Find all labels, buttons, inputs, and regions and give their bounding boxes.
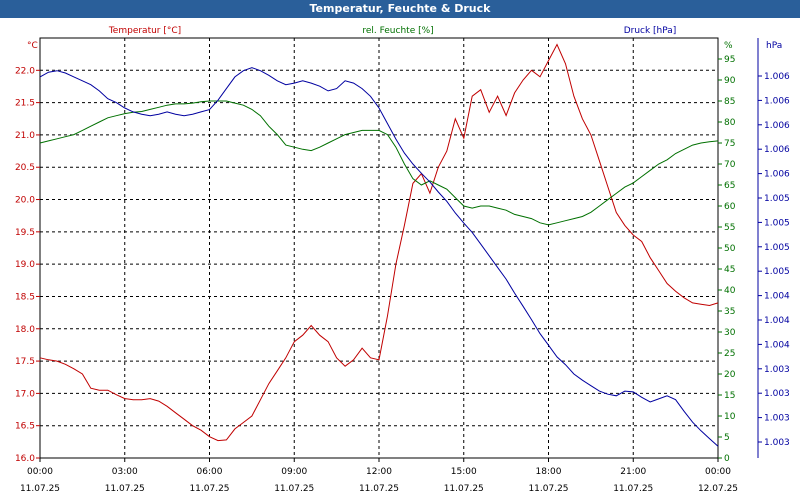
pressure-line [39,67,719,447]
pressure-axis-tick-label: 1.006 [764,72,790,82]
humidity-axis-tick-label: 40 [724,286,736,296]
humidity-line [39,100,719,226]
pressure-axis-tick-label: 1.004 [764,316,790,326]
left-axis-tick-label: 19.5 [15,228,35,238]
humidity-axis-tick-label: 25 [724,349,735,359]
pressure-axis-tick-label: 1.004 [764,292,790,302]
left-axis-tick-label: 18.0 [15,325,35,335]
humidity-axis-tick-label: 55 [724,223,735,233]
left-axis-tick-label: 17.5 [15,357,35,367]
x-axis-date-label: 11.07.25 [20,484,60,494]
left-axis-tick-label: 19.0 [15,260,35,270]
humidity-axis-tick-label: 50 [724,244,736,254]
x-axis-date-label: 11.07.25 [613,484,653,494]
x-axis-date-label: 11.07.25 [189,484,229,494]
humidity-axis-tick-label: 60 [724,202,736,212]
humidity-axis-tick-label: 95 [724,55,735,65]
left-axis-tick-label: 21.0 [15,131,35,141]
left-axis-tick-label: 22.0 [15,66,35,76]
window-title: Temperatur, Feuchte & Druck [0,0,800,18]
humidity-axis-tick-label: 80 [724,118,736,128]
left-axis-tick-label: 16.5 [15,422,35,432]
humidity-axis-tick-label: 30 [724,328,736,338]
humidity-axis-tick-label: 70 [724,160,736,170]
humidity-axis-tick-label: 0 [724,454,730,464]
x-axis-time-label: 06:00 [197,467,223,477]
humidity-axis-tick-label: 65 [724,181,735,191]
x-axis-time-label: 18:00 [536,467,562,477]
left-axis-tick-label: 20.0 [15,196,35,206]
left-axis-tick-label: 17.0 [15,389,35,399]
x-axis-time-label: 00:00 [705,467,731,477]
pressure-axis-tick-label: 1.003 [764,365,790,375]
pressure-axis-tick-label: 1.003 [764,414,790,424]
humidity-axis-tick-label: 5 [724,433,730,443]
temperature-series-label: Temperatur [°C] [108,26,181,36]
pressure-axis-tick-label: 1.004 [764,340,790,350]
humidity-axis-tick-label: 15 [724,391,735,401]
pressure-axis-tick-label: 1.005 [764,218,790,228]
pressure-axis-unit: hPa [766,41,782,51]
x-axis-date-label: 11.07.25 [359,484,399,494]
x-axis-date-label: 11.07.25 [274,484,314,494]
humidity-axis-tick-label: 85 [724,97,735,107]
pressure-axis-tick-label: 1.003 [764,389,790,399]
pressure-axis-tick-label: 1.005 [764,243,790,253]
left-axis-tick-label: 20.5 [15,163,35,173]
pressure-axis-tick-label: 1.006 [764,121,790,131]
pressure-axis-tick-label: 1.005 [764,194,790,204]
temperature-line [39,43,719,442]
x-axis-time-label: 15:00 [451,467,477,477]
x-axis-date-label: 12.07.25 [698,484,738,494]
pressure-axis-tick-label: 1.006 [764,96,790,106]
x-axis-time-label: 09:00 [281,467,307,477]
pressure-axis-tick-label: 1.006 [764,170,790,180]
pressure-axis-tick-label: 1.006 [764,145,790,155]
x-axis-time-label: 12:00 [366,467,392,477]
humidity-axis-unit: % [724,41,733,51]
x-axis-date-label: 11.07.25 [444,484,484,494]
humidity-series-label: rel. Feuchte [%] [362,26,433,36]
humidity-axis-tick-label: 75 [724,139,735,149]
pressure-series-label: Druck [hPa] [624,26,677,36]
left-axis-tick-label: 21.5 [15,99,35,109]
left-axis-tick-label: 18.5 [15,292,35,302]
humidity-axis-tick-label: 45 [724,265,735,275]
left-axis-unit: °C [27,41,38,51]
humidity-axis-tick-label: 20 [724,370,736,380]
pressure-axis-tick-label: 1.003 [764,438,790,448]
x-axis-time-label: 21:00 [620,467,646,477]
pressure-axis-tick-label: 1.005 [764,267,790,277]
humidity-axis-tick-label: 10 [724,412,736,422]
x-axis-date-label: 11.07.25 [105,484,145,494]
x-axis-time-label: 03:00 [112,467,138,477]
x-axis-date-label: 11.07.25 [528,484,568,494]
humidity-axis-tick-label: 35 [724,307,735,317]
humidity-axis-tick-label: 90 [724,76,736,86]
x-axis-time-label: 00:00 [27,467,53,477]
left-axis-tick-label: 16.0 [15,454,35,464]
